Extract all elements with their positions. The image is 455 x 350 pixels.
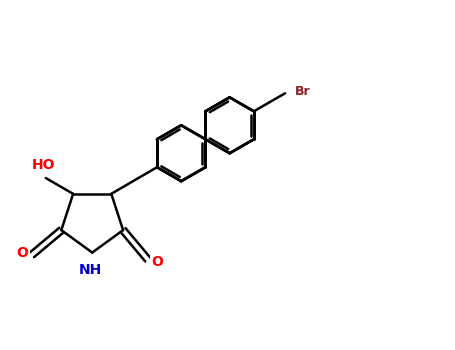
Text: Br: Br (294, 84, 310, 98)
Text: NH: NH (78, 263, 101, 277)
Text: O: O (16, 245, 28, 259)
Text: HO: HO (32, 159, 56, 173)
Text: O: O (152, 255, 164, 269)
